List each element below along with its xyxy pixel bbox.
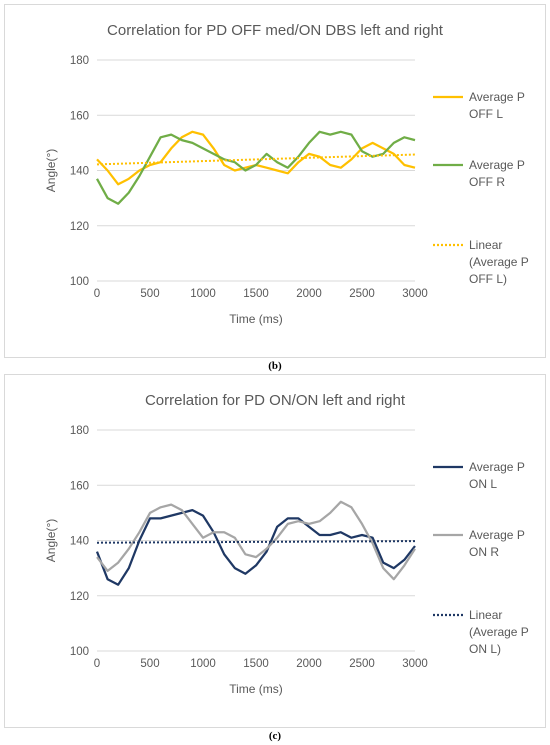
- chart-b-y-tick-label: 140: [70, 166, 89, 178]
- chart-b-x-axis-label: Time (ms): [229, 312, 283, 326]
- chart-c-y-tick-label: 140: [70, 536, 89, 548]
- chart-c-legend-label-0: Average P ON L: [469, 460, 525, 491]
- chart-c-y-tick-label: 120: [70, 591, 89, 603]
- chart-c-x-axis-label: Time (ms): [229, 682, 283, 696]
- chart-c-legend-label-2: Linear (Average P ON L): [469, 608, 529, 656]
- chart-c-series-line-0: [95, 508, 416, 586]
- chart-b-y-tick-label: 180: [70, 55, 89, 67]
- chart-b-title: Correlation for PD OFF med/ON DBS left a…: [107, 22, 444, 39]
- chart-c-x-tick-label: 2500: [349, 658, 375, 670]
- chart-b-series-line-2: [96, 153, 416, 166]
- chart-b-y-tick-label: 100: [70, 276, 89, 288]
- chart-c-x-tick-label: 1000: [190, 658, 216, 670]
- chart-c-y-axis-label: Angle(°): [44, 519, 58, 562]
- chart-b-legend-label-2: Linear (Average P OFF L): [469, 238, 529, 286]
- chart-c-y-tick-label: 100: [70, 646, 89, 658]
- chart-c-title: Correlation for PD ON/ON left and right: [145, 392, 406, 409]
- chart-b-x-tick-label: 1500: [243, 288, 269, 300]
- chart-b-x-tick-label: 2000: [296, 288, 322, 300]
- chart-c-x-tick-label: 3000: [402, 658, 428, 670]
- chart-b-series-line-1: [96, 130, 416, 205]
- chart-c-x-tick-label: 0: [94, 658, 100, 670]
- chart-c-x-tick-label: 2000: [296, 658, 322, 670]
- chart-c-y-tick-label: 180: [70, 425, 89, 437]
- chart-b-y-axis-label: Angle(°): [44, 149, 58, 192]
- chart-b-x-tick-label: 500: [140, 288, 159, 300]
- chart-c-series-line-2: [96, 540, 416, 544]
- chart-c-legend-label-1: Average P ON R: [469, 528, 525, 559]
- chart-panel-b: Correlation for PD OFF med/ON DBS left a…: [4, 4, 546, 358]
- chart-b-y-tick-label: 160: [70, 110, 89, 122]
- chart-b-legend-label-0: Average P OFF L: [469, 90, 525, 121]
- chart-b-x-tick-label: 2500: [349, 288, 375, 300]
- caption-c: (c): [268, 730, 282, 742]
- chart-b-legend-label-1: Average P OFF R: [469, 158, 525, 189]
- chart-c-x-tick-label: 1500: [243, 658, 269, 670]
- chart-b-x-tick-label: 3000: [402, 288, 428, 300]
- chart-c-y-tick-label: 160: [70, 480, 89, 492]
- chart-panel-c: Correlation for PD ON/ON left and right 1…: [4, 374, 546, 728]
- chart-c-x-tick-label: 500: [140, 658, 159, 670]
- chart-b-x-tick-label: 0: [94, 288, 100, 300]
- chart-b-y-tick-label: 120: [70, 221, 89, 233]
- chart-c-svg: Correlation for PD ON/ON left and right 1…: [44, 392, 529, 696]
- chart-c-series-line-1: [96, 500, 416, 581]
- chart-b-svg: Correlation for PD OFF med/ON DBS left a…: [44, 22, 529, 326]
- chart-b-series-line-0: [96, 130, 416, 186]
- caption-b: (b): [268, 360, 282, 372]
- chart-b-x-tick-label: 1000: [190, 288, 216, 300]
